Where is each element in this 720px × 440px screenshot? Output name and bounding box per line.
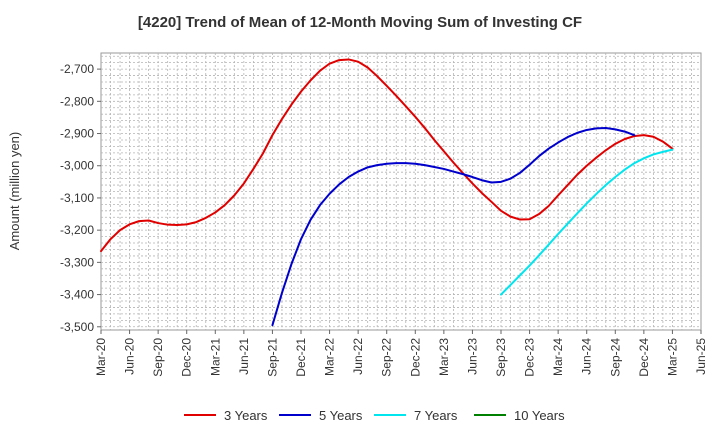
x-tick-label: Dec-22 (408, 338, 422, 377)
x-tick-label: Mar-24 (551, 338, 565, 376)
x-tick-label: Dec-21 (294, 338, 308, 377)
x-tick-label: Mar-22 (323, 338, 337, 376)
y-tick-label: -2,800 (60, 94, 94, 108)
horizontal-gridlines (101, 55, 701, 328)
x-tick-label: Sep-24 (608, 338, 622, 377)
legend-label-5-years: 5 Years (319, 408, 363, 423)
x-tick-label: Sep-22 (380, 338, 394, 377)
x-tick-label: Dec-24 (637, 338, 651, 377)
y-tick-label: -3,200 (60, 223, 94, 237)
x-tick-label: Sep-21 (265, 338, 279, 377)
x-tick-label: Jun-21 (237, 338, 251, 375)
series-line-3-years (100, 58, 674, 253)
y-tick-label: -3,000 (60, 159, 94, 173)
y-axis-label: Amount (million yen) (7, 132, 22, 251)
y-tick-label: -3,100 (60, 191, 94, 205)
x-axis-ticks: Mar-20 Jun-20 Sep-20 Dec-20 Mar-21 Jun-21 Sep-… (94, 330, 708, 377)
y-axis-ticks: -2,700 -2,800 -2,900 -3,000 -3,100 -3,200 -3,3… (60, 62, 101, 334)
x-tick-label: Jun-24 (580, 338, 594, 375)
series-line-7-years (500, 148, 674, 296)
x-tick-label: Sep-23 (494, 338, 508, 377)
x-tick-label: Jun-23 (465, 338, 479, 375)
x-tick-label: Mar-25 (665, 338, 679, 376)
x-tick-label: Mar-23 (437, 338, 451, 376)
x-tick-label: Dec-23 (523, 338, 537, 377)
x-tick-label: Mar-20 (94, 338, 108, 376)
legend-label-3-years: 3 Years (224, 408, 268, 423)
x-tick-label: Dec-20 (180, 338, 194, 377)
chart-title: [4220] Trend of Mean of 12-Month Moving … (138, 14, 582, 31)
legend: 3 Years 5 Years 7 Years 10 Years (184, 408, 565, 423)
x-tick-label: Jun-22 (351, 338, 365, 375)
x-tick-label: Jun-20 (123, 338, 137, 375)
y-tick-label: -3,400 (60, 288, 94, 302)
y-tick-label: -3,500 (60, 320, 94, 334)
legend-label-7-years: 7 Years (414, 408, 458, 423)
y-tick-label: -2,700 (60, 62, 94, 76)
x-tick-label: Jun-25 (694, 338, 708, 375)
series-line-5-years (271, 127, 636, 327)
y-tick-label: -2,900 (60, 127, 94, 141)
y-tick-label: -3,300 (60, 255, 94, 269)
legend-label-10-years: 10 Years (514, 408, 565, 423)
series-layer (100, 58, 674, 327)
x-tick-label: Sep-20 (151, 338, 165, 377)
x-tick-label: Mar-21 (208, 338, 222, 376)
